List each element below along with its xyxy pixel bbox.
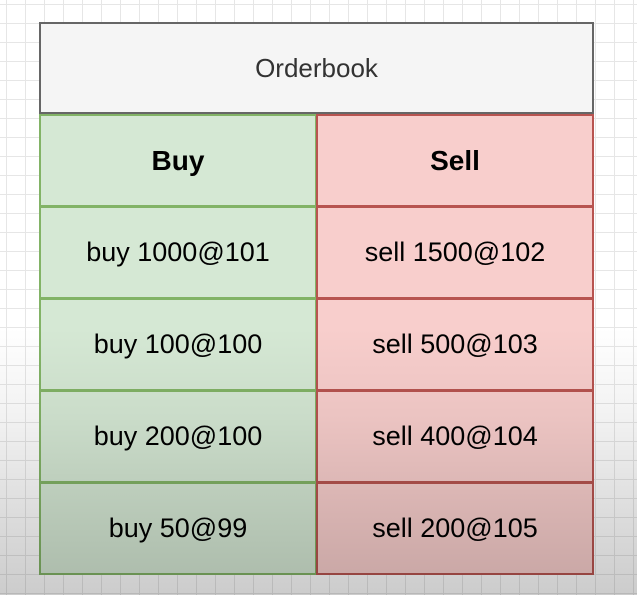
buy-order-cell: buy 100@100 [39, 298, 317, 391]
sell-header: Sell [316, 114, 594, 207]
orderbook-title: Orderbook [39, 22, 594, 114]
orderbook-diagram: Orderbook Buy buy 1000@101 buy 100@100 b… [39, 22, 594, 576]
buy-order-cell: buy 200@100 [39, 390, 317, 483]
buy-column: Buy buy 1000@101 buy 100@100 buy 200@100… [39, 114, 317, 576]
buy-header: Buy [39, 114, 317, 207]
buy-order-cell: buy 50@99 [39, 482, 317, 575]
sell-order-cell: sell 200@105 [316, 482, 594, 575]
sell-order-cell: sell 500@103 [316, 298, 594, 391]
sell-order-cell: sell 400@104 [316, 390, 594, 483]
sell-order-cell: sell 1500@102 [316, 206, 594, 299]
sell-column: Sell sell 1500@102 sell 500@103 sell 400… [316, 114, 594, 576]
buy-order-cell: buy 1000@101 [39, 206, 317, 299]
